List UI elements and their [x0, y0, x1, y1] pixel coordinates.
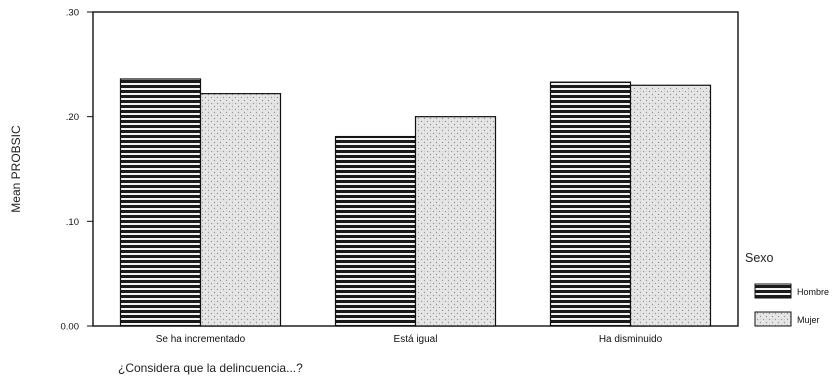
bar-mujer	[199, 93, 282, 327]
x-tick-label: Se ha incrementado	[156, 334, 246, 345]
y-tick-label: .30	[66, 8, 79, 19]
y-tick-label: .20	[66, 112, 79, 123]
bars-group	[119, 78, 712, 327]
x-tick-label: Está igual	[394, 334, 438, 345]
bar-mujer	[414, 116, 497, 327]
y-axis-title: Mean PROBSIC	[9, 125, 23, 213]
y-axis: 0.00 .10 .20 .30	[61, 8, 93, 333]
bar-mujer	[629, 84, 712, 327]
legend-label-hombre: Hombre	[797, 287, 829, 297]
x-axis-labels: Se ha incrementado Está igual Ha disminuid…	[156, 334, 663, 345]
bar-hombre	[119, 78, 202, 327]
legend-title: Sexo	[745, 251, 774, 265]
x-tick-label: Ha disminuido	[599, 334, 663, 345]
y-tick-label: 0.00	[61, 322, 80, 333]
x-axis-title: ¿Considera que la delincuencia...?	[118, 361, 303, 375]
bar-hombre	[549, 81, 632, 327]
legend-label-mujer: Mujer	[797, 315, 820, 325]
legend-swatch-mujer	[754, 311, 792, 327]
bar-hombre	[334, 135, 417, 327]
legend-swatch-hombre	[754, 283, 792, 299]
y-tick-label: .10	[66, 217, 79, 228]
legend: Sexo Hombre Mujer	[745, 251, 829, 327]
